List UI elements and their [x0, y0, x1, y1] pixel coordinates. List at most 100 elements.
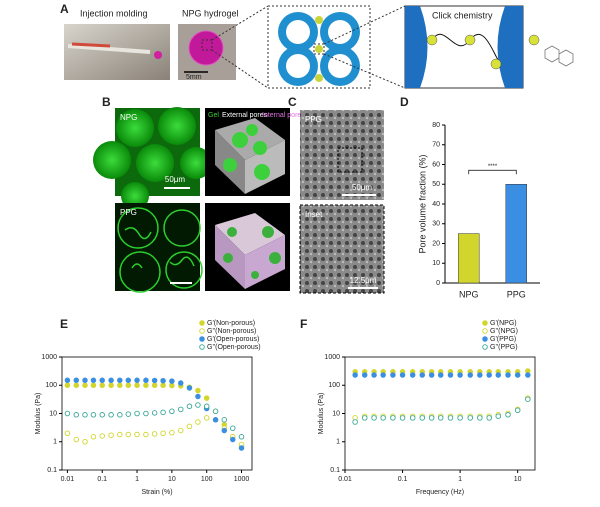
legend-label: Internal pores: [262, 112, 305, 119]
data-point: [117, 412, 123, 418]
data-point: [82, 412, 88, 418]
data-point: [186, 385, 193, 391]
linker: [464, 34, 476, 46]
panel-label: B: [102, 95, 111, 109]
data-point: [495, 413, 502, 419]
data-point: [169, 408, 175, 415]
data-point: [134, 410, 140, 417]
hydrogel: [188, 30, 224, 66]
data-point: [90, 434, 97, 440]
y-axis-label: Modulus (Pa): [318, 393, 325, 435]
x-tick-label: 100: [201, 476, 213, 483]
y-tick-label: 0: [436, 280, 440, 287]
data-point: [90, 382, 97, 389]
data-point: [221, 427, 228, 434]
data-point: [99, 412, 105, 418]
panel-label: D: [400, 95, 409, 109]
scale-label: 12.5μm: [350, 276, 377, 285]
data-point: [514, 372, 521, 378]
x-tick-label: 0.1: [398, 476, 408, 483]
data-point: [428, 415, 435, 421]
panel-label: A: [60, 2, 69, 16]
data-point: [99, 377, 105, 384]
data-point: [399, 372, 406, 378]
y-tick-label: 60: [432, 161, 440, 168]
data-point: [117, 382, 123, 389]
sig-bracket: [468, 169, 517, 175]
legend-marker: [199, 336, 205, 342]
y-tick-label: 1: [336, 439, 340, 446]
data-point: [160, 377, 166, 384]
x-tick-label: NPG: [459, 289, 479, 299]
gel-regions: [223, 124, 270, 180]
cube-top: [215, 118, 285, 160]
y-tick-label: 0.1: [47, 467, 57, 474]
cube-top: [215, 213, 285, 255]
data-point: [64, 382, 71, 389]
data-point: [352, 419, 358, 425]
linker: [315, 74, 323, 82]
image-label: PPG: [305, 115, 322, 124]
x-tick-label: 10: [514, 476, 522, 483]
zoom-box: [201, 39, 213, 51]
y-tick-label: 100: [328, 382, 340, 389]
sem-image: [300, 110, 384, 200]
legend-marker: [482, 320, 488, 326]
y-tick-label: 50: [432, 181, 440, 188]
data-point: [203, 403, 210, 410]
data-point: [186, 403, 193, 410]
bar: [458, 233, 480, 284]
zoom-box: [313, 43, 325, 55]
pore: [286, 54, 310, 78]
legend-marker: [199, 328, 205, 334]
data-point: [99, 382, 105, 389]
data-point: [160, 382, 166, 389]
data-point: [125, 431, 132, 438]
pore: [286, 20, 310, 44]
data-point: [447, 415, 454, 421]
caption: Injection molding: [80, 8, 148, 18]
legend-label: G'(PPG): [490, 336, 516, 343]
data-point: [134, 431, 140, 438]
y-tick-label: 100: [45, 382, 57, 389]
y-tick-label: 10: [432, 260, 440, 267]
x-axis-label: Strain (%): [141, 489, 172, 496]
data-point: [195, 387, 201, 394]
scale-label: 50μm: [165, 175, 186, 184]
panel-label: E: [60, 317, 68, 331]
data-point: [495, 372, 502, 378]
pore: [328, 20, 352, 44]
legend-marker: [199, 344, 205, 350]
data-point: [428, 372, 435, 378]
legend-linker: [528, 34, 540, 46]
y-tick-label: 30: [432, 221, 440, 228]
data-point: [151, 431, 158, 437]
data-point: [178, 380, 184, 386]
linker: [490, 58, 502, 70]
data-point: [505, 412, 511, 418]
photo: [64, 24, 170, 80]
data-point: [73, 377, 80, 384]
data-point: [143, 431, 149, 438]
annotation: ****: [488, 164, 498, 170]
scale-label: 50μm: [352, 183, 373, 192]
legend-marker: [482, 328, 488, 334]
chem-structure: [544, 45, 574, 67]
legend-label: G'(Non-porous): [207, 320, 255, 327]
data-point: [160, 430, 166, 436]
data-point: [64, 377, 71, 384]
data-point: [169, 382, 175, 389]
data-point: [238, 434, 245, 440]
micrograph: [115, 203, 200, 291]
sem-inset: [299, 204, 385, 294]
y-tick-label: 1000: [324, 354, 340, 361]
data-point: [238, 445, 245, 451]
legend-marker: [482, 336, 488, 342]
data-point: [151, 377, 158, 384]
image-label: NPG: [120, 113, 137, 122]
legend-label: G''(Open-porous): [207, 344, 261, 351]
data-point: [195, 402, 201, 408]
data-point: [178, 427, 184, 434]
data-point: [361, 372, 368, 378]
